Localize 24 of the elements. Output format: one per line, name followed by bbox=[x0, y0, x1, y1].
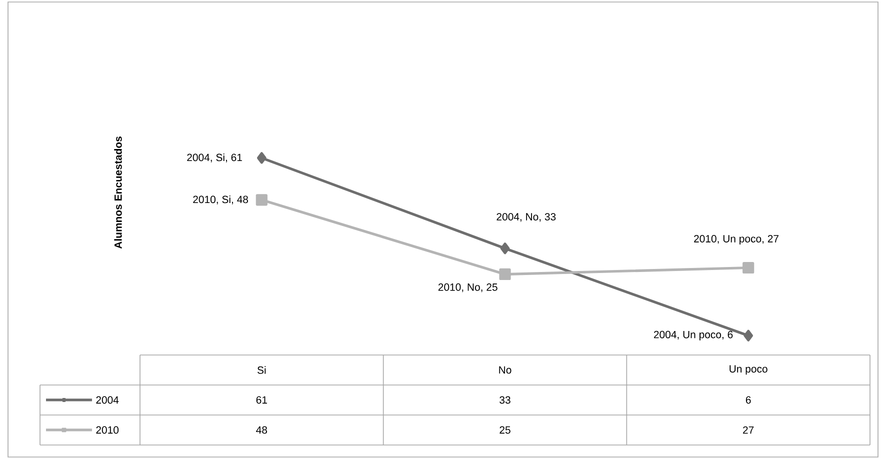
data-label: 48 bbox=[256, 426, 268, 434]
annotation: 2004, Si, 61 bbox=[187, 153, 242, 162]
x-tick-label: Si bbox=[257, 366, 266, 374]
annotation: 2010, Si, 48 bbox=[193, 195, 248, 204]
annotation: 2010, Un poco, 27 bbox=[694, 235, 778, 244]
annotation: 2010, No, 25 bbox=[438, 283, 498, 292]
point bbox=[257, 152, 266, 164]
data-label: 6 bbox=[746, 396, 751, 404]
y-axis-title: Alumnos Encuestados bbox=[114, 136, 122, 249]
annotation: 2004, Un poco, 6 bbox=[654, 330, 733, 340]
point bbox=[256, 194, 268, 206]
point bbox=[742, 262, 754, 274]
data-label: 25 bbox=[500, 426, 510, 434]
annotation: 2004, No, 33 bbox=[496, 213, 556, 222]
x-tick-label: No bbox=[499, 366, 512, 374]
data-label: 27 bbox=[743, 426, 754, 434]
legend-label: 2010 bbox=[96, 426, 119, 434]
point bbox=[744, 330, 754, 342]
point bbox=[499, 268, 511, 280]
data-label: 33 bbox=[500, 396, 510, 404]
x-tick-label: Un poco bbox=[730, 365, 768, 375]
point bbox=[500, 242, 510, 254]
data-label: 61 bbox=[256, 396, 267, 404]
legend-label: 2004 bbox=[96, 396, 119, 404]
